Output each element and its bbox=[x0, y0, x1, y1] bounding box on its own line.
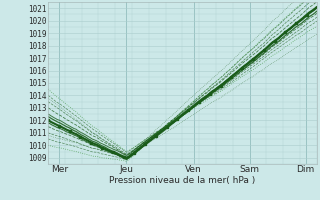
X-axis label: Pression niveau de la mer( hPa ): Pression niveau de la mer( hPa ) bbox=[109, 176, 256, 185]
